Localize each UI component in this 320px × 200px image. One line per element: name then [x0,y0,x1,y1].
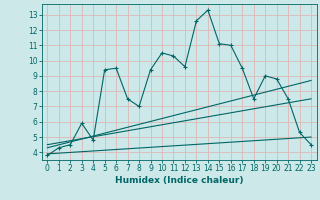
X-axis label: Humidex (Indice chaleur): Humidex (Indice chaleur) [115,176,244,185]
